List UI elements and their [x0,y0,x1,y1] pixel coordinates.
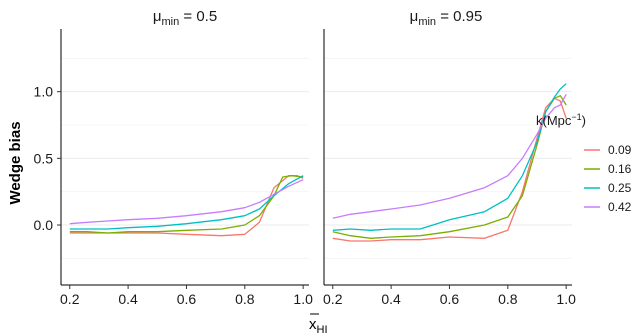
x-tick-label: 0.2 [60,291,80,307]
x-tick-label: 0.4 [118,291,138,307]
legend: k(Mpc−1) 0.09 0.16 0.25 0.42 [536,112,632,214]
series-line-0.25 [332,83,567,231]
x-tick-label: 0.8 [235,291,255,307]
legend-label: 0.09 [608,143,632,157]
panel-title-left: μmin = 0.5 [153,8,217,28]
panel-left: 0.2 0.4 0.6 0.8 1.0 0.0 0.5 1.0 [34,29,313,307]
y-axis-title: Wedge bias [7,121,24,204]
x-tick-label: 1.0 [556,291,576,307]
series-line-0.16 [332,95,567,239]
y-tick-label: 0.5 [34,150,54,166]
panel-right: 0.2 0.4 0.6 0.8 1.0 [323,29,576,307]
series-line-0.16 [69,175,304,234]
series-line-0.42 [69,179,304,225]
legend-label: 0.25 [608,181,632,195]
x-tick-label: 0.4 [381,291,401,307]
x-tick-label: 0.2 [323,291,343,307]
y-tick-label: 1.0 [34,84,54,100]
legend-label: 0.16 [608,162,632,176]
x-tick-label: 0.6 [177,291,197,307]
x-tick-label: 1.0 [293,291,313,307]
series-line-0.42 [332,93,567,219]
y-tick-label: 0.0 [34,217,54,233]
panel-title-right: μmin = 0.95 [410,8,483,28]
x-tick-label: 0.8 [498,291,518,307]
series-line-0.09 [69,175,304,237]
legend-label: 0.42 [608,200,632,214]
svg-text:xHI: xHI [309,316,328,335]
legend-title: k(Mpc−1) [536,112,586,128]
x-tick-label: 0.6 [440,291,460,307]
x-axis-title: xHI [309,313,328,335]
